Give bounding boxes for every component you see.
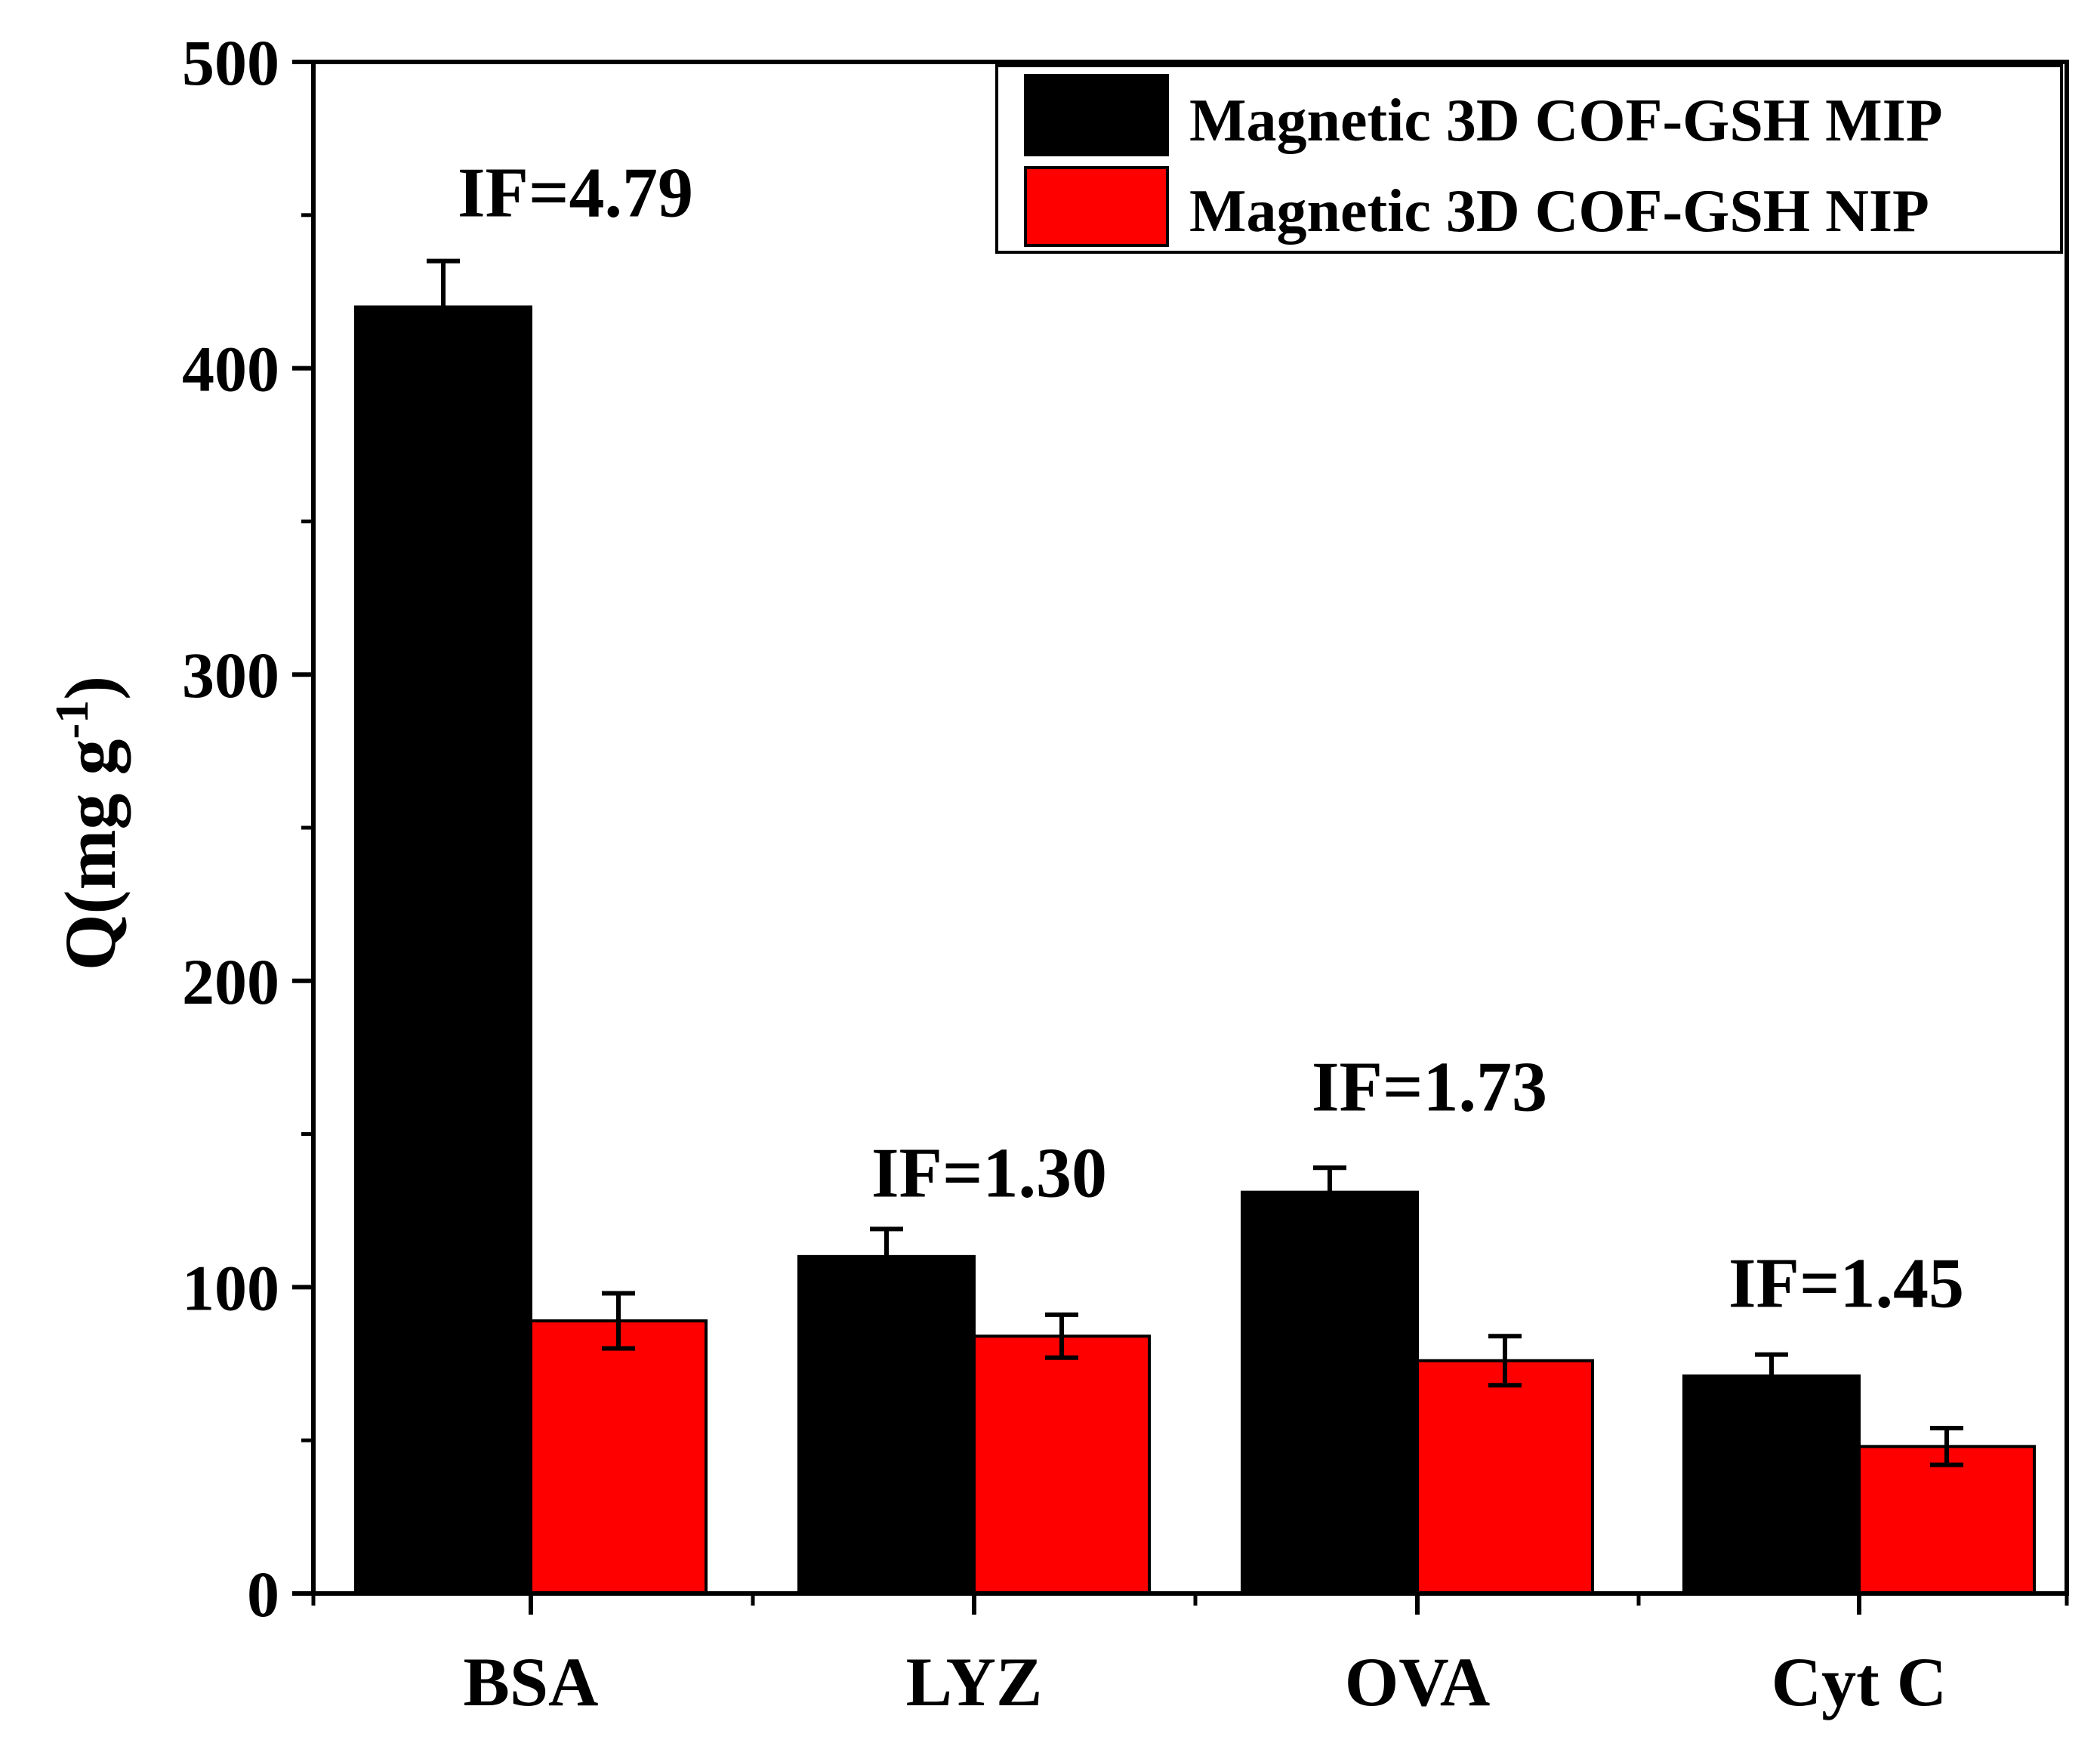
annotations-layer: IF=4.79 IF=1.30 IF=1.73 IF=1.45 — [458, 153, 1964, 1322]
legend-swatch-mip — [1024, 74, 1169, 156]
bar-mip-lyz — [797, 1254, 976, 1595]
bar-nip-cyt-c — [1858, 1445, 2036, 1596]
error-bar-nip-bsa — [602, 1291, 635, 1351]
error-bar-nip-ova — [1488, 1334, 1522, 1388]
annotation-if-cyt-c: IF=1.45 — [1728, 1244, 1964, 1322]
legend: Magnetic 3D COF-GSH MIP Magnetic 3D COF-… — [995, 64, 2063, 254]
bar-mip-bsa — [354, 305, 532, 1596]
error-bar-nip-lyz — [1045, 1312, 1078, 1360]
y-tick-label-0: 0 — [247, 1558, 279, 1630]
legend-label-nip: Magnetic 3D COF-GSH NIP — [1189, 178, 1929, 245]
error-bar-mip-cyt-c — [1755, 1352, 1788, 1400]
error-bars-layer — [427, 258, 1963, 1467]
bar-mip-cyt-c — [1682, 1374, 1861, 1596]
error-bar-nip-cyt-c — [1930, 1425, 1963, 1467]
y-axis-label: Q(mg g-1) — [47, 676, 131, 970]
annotation-if-ova: IF=1.73 — [1312, 1048, 1547, 1127]
y-axis-label-close: ) — [50, 676, 131, 700]
y-tick-label-500: 500 — [182, 26, 279, 99]
x-tick-label-ova: OVA — [1345, 1643, 1491, 1720]
y-tick-label-100: 100 — [182, 1251, 279, 1324]
error-bar-mip-bsa — [427, 258, 460, 356]
y-tick-label-300: 300 — [182, 639, 279, 711]
axes-layer: 0 100 200 300 400 500 BSA LYZ OVA Cyt C — [182, 26, 2069, 1720]
bar-nip-lyz — [973, 1334, 1151, 1596]
bar-nip-ova — [1416, 1359, 1594, 1596]
legend-label-mip: Magnetic 3D COF-GSH MIP — [1189, 88, 1943, 154]
y-axis-label-superscript: -1 — [47, 700, 98, 739]
legend-swatch-nip — [1024, 166, 1169, 247]
annotation-if-bsa: IF=4.79 — [458, 153, 693, 232]
y-axis-label-main: Q(mg g — [50, 739, 131, 971]
x-tick-label-lyz: LYZ — [906, 1643, 1043, 1720]
y-tick-label-200: 200 — [182, 946, 279, 1018]
bars-layer — [354, 305, 2036, 1596]
x-tick-label-cyt-c: Cyt C — [1772, 1643, 1947, 1720]
y-tick-label-400: 400 — [182, 333, 279, 406]
error-bar-mip-ova — [1313, 1165, 1346, 1220]
x-tick-label-bsa: BSA — [464, 1643, 599, 1720]
legend-box — [995, 64, 2063, 254]
bar-nip-bsa — [529, 1319, 708, 1595]
error-bar-mip-lyz — [870, 1226, 903, 1287]
bar-mip-ova — [1241, 1190, 1419, 1595]
annotation-if-lyz: IF=1.30 — [871, 1134, 1107, 1212]
